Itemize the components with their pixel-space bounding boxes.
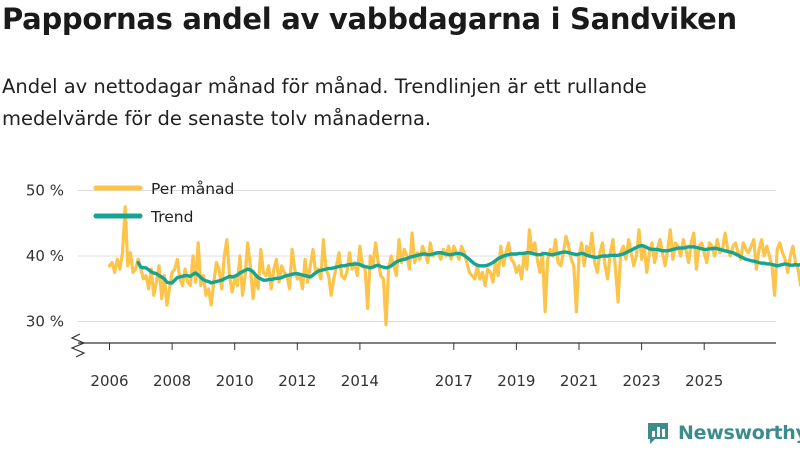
legend-label-monthly: Per månad [151,180,234,198]
series-line-trend [136,243,800,285]
x-tick-label-2025: 2025 [685,372,723,390]
x-tick-label-2021: 2021 [560,372,598,390]
x-tick-label-2017: 2017 [435,372,473,390]
newsworthy-logo-icon [648,423,668,444]
y-tick-label-50: 50 % [26,182,64,200]
legend-label-trend: Trend [150,208,193,226]
y-tick-label-30: 30 % [26,313,64,331]
chart-title: Pappornas andel av vabbdagarna i Sandvik… [2,2,737,36]
x-tick-label-2019: 2019 [497,372,535,390]
x-tick-label-2010: 2010 [216,372,254,390]
series-layer [107,205,800,327]
brand-logo[interactable]: Newsworthy [645,420,800,446]
y-axis-break-icon [70,333,86,358]
chart-area: 30 % 40 % 50 % 2006 2008 2010 2012 2014 2017 2019… [26,180,800,390]
x-tick-label-2008: 2008 [153,372,191,390]
x-tick-label-2012: 2012 [278,372,316,390]
series-line-per-manad [107,205,800,327]
legend: Per månad Trend [93,180,234,226]
x-tick-label-2006: 2006 [90,372,128,390]
y-tick-label-40: 40 % [26,247,64,265]
x-tick-label-2014: 2014 [341,372,379,390]
x-tick-label-2023: 2023 [623,372,661,390]
axis-layer: 30 % 40 % 50 % 2006 2008 2010 2012 2014 2017 2019… [26,182,776,390]
brand-name: Newsworthy [678,422,800,444]
chart-subtitle: Andel av nettodagar månad för månad. Tre… [2,75,647,130]
